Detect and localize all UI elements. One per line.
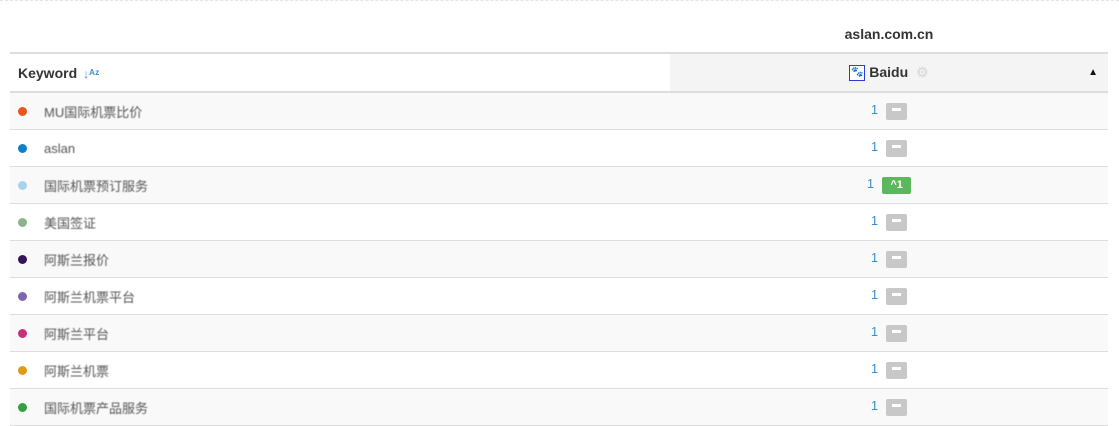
keyword-cell: MU国际机票比价 bbox=[10, 92, 670, 130]
rank-no-change-badge bbox=[886, 398, 908, 416]
series-color-dot[interactable] bbox=[18, 291, 27, 301]
keyword-text: 阿斯兰平台 bbox=[44, 326, 110, 342]
domain-label: aslan.com.cn bbox=[844, 26, 934, 42]
keyword-text: 阿斯兰报价 bbox=[44, 252, 110, 268]
keyword-cell: 阿斯兰报价 bbox=[10, 240, 670, 278]
rank-cell: 1 bbox=[670, 277, 1108, 315]
keyword-text: 国际机票产品服务 bbox=[44, 400, 149, 416]
keyword-header-label: Keyword bbox=[18, 64, 78, 81]
rank-no-change-badge bbox=[886, 287, 908, 305]
rank-cell: 1 bbox=[670, 203, 1108, 241]
table-header: Keyword ↓ᴬᶻ 🐾 Baidu ⚙ ▲ bbox=[10, 52, 1108, 93]
baidu-paw-icon: 🐾 bbox=[849, 65, 866, 82]
rank-cell: 1 bbox=[670, 314, 1108, 352]
table-row: MU国际机票比价 1 bbox=[10, 92, 1108, 130]
keyword-cell: 国际机票预订服务 bbox=[10, 166, 670, 204]
caret-up-icon[interactable]: ▲ bbox=[1088, 67, 1098, 78]
rank-cell: 1 bbox=[670, 240, 1108, 278]
rank-cell: 1 ^1 bbox=[670, 166, 1108, 204]
rank-value[interactable]: 1 bbox=[870, 102, 879, 118]
table-row: 阿斯兰机票 1 bbox=[10, 351, 1108, 389]
series-color-dot[interactable] bbox=[18, 402, 27, 412]
keyword-column-header[interactable]: Keyword ↓ᴬᶻ bbox=[10, 52, 670, 93]
table-row: 国际机票预订服务 1 ^1 bbox=[10, 166, 1108, 204]
series-color-dot[interactable] bbox=[18, 254, 27, 264]
keyword-cell: 美国签证 bbox=[10, 203, 670, 241]
series-color-dot[interactable] bbox=[18, 144, 27, 154]
rank-no-change-badge bbox=[886, 102, 908, 120]
table-row: 阿斯兰机票平台 1 bbox=[10, 277, 1108, 315]
keyword-cell: 阿斯兰平台 bbox=[10, 314, 670, 352]
keyword-text: 阿斯兰机票 bbox=[44, 363, 110, 379]
top-divider bbox=[0, 0, 1119, 1]
table-row: 阿斯兰报价 1 bbox=[10, 240, 1108, 278]
series-color-dot[interactable] bbox=[18, 365, 27, 375]
baidu-column-header[interactable]: 🐾 Baidu ⚙ ▲ bbox=[670, 52, 1108, 93]
rank-value[interactable]: 1 bbox=[870, 398, 879, 414]
rank-cell: 1 bbox=[670, 129, 1108, 167]
rank-value[interactable]: 1 bbox=[870, 139, 879, 155]
series-color-dot[interactable] bbox=[18, 180, 27, 190]
gear-icon[interactable]: ⚙ bbox=[916, 63, 929, 80]
rank-no-change-badge bbox=[886, 139, 908, 157]
rank-value[interactable]: 1 bbox=[870, 361, 879, 377]
keyword-cell: 阿斯兰机票平台 bbox=[10, 277, 670, 315]
series-color-dot[interactable] bbox=[18, 217, 27, 227]
rank-value[interactable]: 1 bbox=[866, 176, 875, 192]
series-color-dot[interactable] bbox=[18, 328, 27, 338]
keyword-cell: aslan bbox=[10, 129, 670, 167]
keyword-text: 美国签证 bbox=[44, 215, 97, 231]
rank-change-up-badge: ^1 bbox=[882, 176, 912, 194]
keyword-cell: 阿斯兰机票 bbox=[10, 351, 670, 389]
rank-no-change-badge bbox=[886, 250, 908, 268]
table-row: 阿斯兰平台 1 bbox=[10, 314, 1108, 352]
sort-alpha-down-icon[interactable]: ↓ᴬᶻ bbox=[83, 66, 100, 81]
series-color-dot[interactable] bbox=[18, 106, 27, 116]
rank-cell: 1 bbox=[670, 92, 1108, 130]
rank-cell: 1 bbox=[670, 388, 1108, 426]
rank-no-change-badge bbox=[886, 361, 908, 379]
rank-value[interactable]: 1 bbox=[870, 324, 879, 340]
keyword-text: 阿斯兰机票平台 bbox=[44, 289, 136, 305]
keyword-text: 国际机票预订服务 bbox=[44, 178, 149, 194]
rank-cell: 1 bbox=[670, 351, 1108, 389]
keyword-text: aslan bbox=[44, 141, 76, 157]
rank-no-change-badge bbox=[886, 324, 908, 342]
table-row: 国际机票产品服务 1 bbox=[10, 388, 1108, 426]
rank-value[interactable]: 1 bbox=[870, 287, 879, 303]
table-row: aslan 1 bbox=[10, 129, 1108, 167]
engine-label: Baidu bbox=[869, 63, 909, 80]
keyword-text: MU国际机票比价 bbox=[44, 104, 143, 120]
table-row: 美国签证 1 bbox=[10, 203, 1108, 241]
rank-value[interactable]: 1 bbox=[870, 213, 879, 229]
keyword-ranking-table: Keyword ↓ᴬᶻ 🐾 Baidu ⚙ ▲ MU国际机票比价 1 aslan 1 国际… bbox=[10, 52, 1108, 426]
rank-value[interactable]: 1 bbox=[870, 250, 879, 266]
rank-no-change-badge bbox=[886, 213, 908, 231]
keyword-cell: 国际机票产品服务 bbox=[10, 388, 670, 426]
